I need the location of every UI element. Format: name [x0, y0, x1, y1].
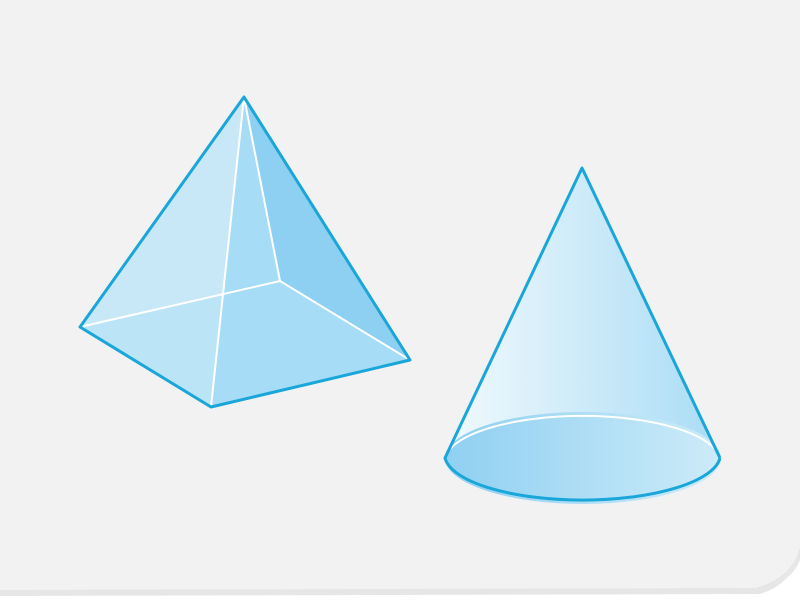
paper-curl: [756, 548, 800, 588]
pyramid-base-tint: [80, 281, 410, 407]
cone: [443, 166, 722, 504]
pyramid-front-left-face: [80, 97, 244, 407]
cone-lateral-surface: [445, 168, 720, 458]
cone-base-back-edge: [444, 414, 721, 459]
cone-outline: [443, 166, 722, 502]
pyramid-hidden-edges: [79, 96, 411, 408]
square-pyramid: [78, 95, 412, 409]
cone-base: [445, 412, 721, 504]
pyramid-outline: [78, 95, 412, 409]
